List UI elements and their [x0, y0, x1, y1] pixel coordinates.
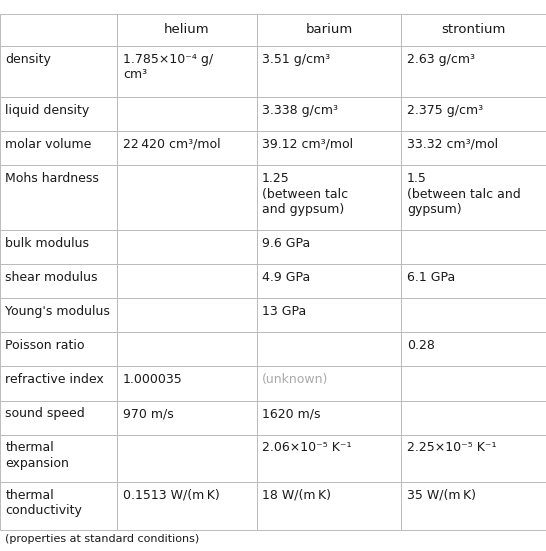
- Text: bulk modulus: bulk modulus: [5, 237, 90, 250]
- Bar: [117, 230, 257, 264]
- Text: (properties at standard conditions): (properties at standard conditions): [5, 534, 200, 544]
- Bar: [401, 14, 546, 46]
- Bar: [401, 46, 546, 98]
- Bar: [117, 401, 257, 435]
- Text: 6.1 GPa: 6.1 GPa: [407, 271, 455, 284]
- Bar: [117, 332, 257, 366]
- Bar: [401, 401, 546, 435]
- Bar: [0, 435, 117, 482]
- Text: Young's modulus: Young's modulus: [5, 305, 110, 318]
- Bar: [0, 165, 117, 230]
- Bar: [257, 482, 401, 530]
- Bar: [257, 298, 401, 332]
- Bar: [401, 264, 546, 298]
- Bar: [257, 230, 401, 264]
- Text: barium: barium: [305, 24, 353, 36]
- Bar: [117, 366, 257, 401]
- Text: Mohs hardness: Mohs hardness: [5, 172, 99, 185]
- Text: 3.338 g/cm³: 3.338 g/cm³: [262, 104, 338, 117]
- Text: 970 m/s: 970 m/s: [123, 407, 174, 420]
- Text: 33.32 cm³/mol: 33.32 cm³/mol: [407, 138, 498, 151]
- Text: 2.25×10⁻⁵ K⁻¹: 2.25×10⁻⁵ K⁻¹: [407, 441, 496, 454]
- Bar: [401, 332, 546, 366]
- Bar: [257, 401, 401, 435]
- Text: sound speed: sound speed: [5, 407, 85, 420]
- Bar: [401, 165, 546, 230]
- Bar: [0, 98, 117, 131]
- Bar: [117, 435, 257, 482]
- Bar: [0, 46, 117, 98]
- Bar: [117, 264, 257, 298]
- Bar: [401, 435, 546, 482]
- Bar: [257, 264, 401, 298]
- Text: thermal
conductivity: thermal conductivity: [5, 489, 82, 517]
- Text: strontium: strontium: [442, 24, 506, 36]
- Bar: [401, 98, 546, 131]
- Bar: [117, 46, 257, 98]
- Bar: [0, 264, 117, 298]
- Text: 2.63 g/cm³: 2.63 g/cm³: [407, 53, 475, 66]
- Text: Poisson ratio: Poisson ratio: [5, 339, 85, 352]
- Bar: [0, 332, 117, 366]
- Text: 39.12 cm³/mol: 39.12 cm³/mol: [262, 138, 353, 151]
- Text: 2.06×10⁻⁵ K⁻¹: 2.06×10⁻⁵ K⁻¹: [262, 441, 352, 454]
- Bar: [0, 230, 117, 264]
- Text: 1.785×10⁻⁴ g/
cm³: 1.785×10⁻⁴ g/ cm³: [123, 53, 213, 81]
- Text: 1620 m/s: 1620 m/s: [262, 407, 321, 420]
- Text: 35 W/(m K): 35 W/(m K): [407, 489, 476, 502]
- Bar: [257, 435, 401, 482]
- Bar: [0, 366, 117, 401]
- Text: 18 W/(m K): 18 W/(m K): [262, 489, 331, 502]
- Text: molar volume: molar volume: [5, 138, 92, 151]
- Bar: [257, 165, 401, 230]
- Text: helium: helium: [164, 24, 210, 36]
- Text: 9.6 GPa: 9.6 GPa: [262, 237, 310, 250]
- Text: 1.000035: 1.000035: [123, 373, 182, 386]
- Text: 3.51 g/cm³: 3.51 g/cm³: [262, 53, 330, 66]
- Bar: [257, 46, 401, 98]
- Bar: [117, 298, 257, 332]
- Bar: [117, 165, 257, 230]
- Bar: [401, 366, 546, 401]
- Bar: [0, 298, 117, 332]
- Text: liquid density: liquid density: [5, 104, 90, 117]
- Text: 22 420 cm³/mol: 22 420 cm³/mol: [123, 138, 221, 151]
- Text: refractive index: refractive index: [5, 373, 104, 386]
- Bar: [0, 14, 117, 46]
- Bar: [117, 482, 257, 530]
- Bar: [0, 401, 117, 435]
- Bar: [0, 131, 117, 165]
- Text: shear modulus: shear modulus: [5, 271, 98, 284]
- Bar: [117, 131, 257, 165]
- Bar: [257, 131, 401, 165]
- Bar: [401, 131, 546, 165]
- Text: 0.1513 W/(m K): 0.1513 W/(m K): [123, 489, 219, 502]
- Bar: [117, 14, 257, 46]
- Bar: [257, 366, 401, 401]
- Bar: [401, 298, 546, 332]
- Bar: [257, 98, 401, 131]
- Bar: [401, 482, 546, 530]
- Bar: [257, 332, 401, 366]
- Text: density: density: [5, 53, 51, 66]
- Bar: [0, 482, 117, 530]
- Text: thermal
expansion: thermal expansion: [5, 441, 69, 470]
- Text: (unknown): (unknown): [262, 373, 329, 386]
- Bar: [257, 14, 401, 46]
- Text: 13 GPa: 13 GPa: [262, 305, 306, 318]
- Text: 1.5
(between talc and
gypsum): 1.5 (between talc and gypsum): [407, 172, 520, 216]
- Text: 4.9 GPa: 4.9 GPa: [262, 271, 310, 284]
- Text: 1.25
(between talc
and gypsum): 1.25 (between talc and gypsum): [262, 172, 348, 216]
- Bar: [401, 230, 546, 264]
- Bar: [117, 98, 257, 131]
- Text: 0.28: 0.28: [407, 339, 435, 352]
- Text: 2.375 g/cm³: 2.375 g/cm³: [407, 104, 483, 117]
